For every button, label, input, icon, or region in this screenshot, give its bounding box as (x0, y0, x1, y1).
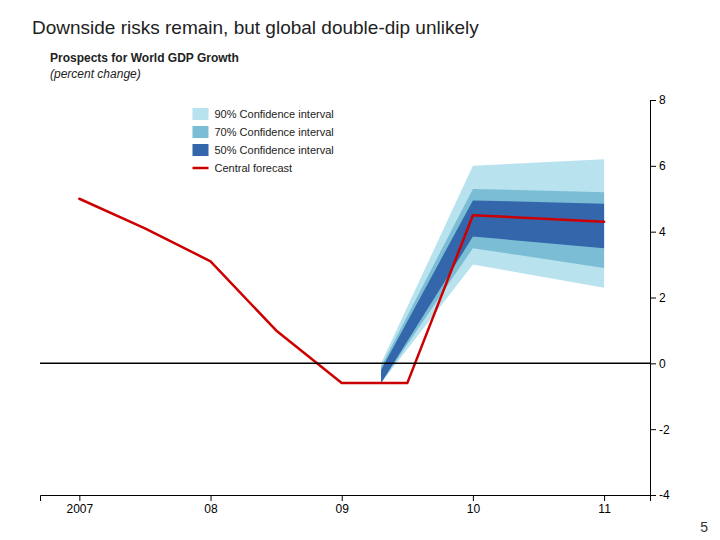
legend-item: 50% Confidence interval (193, 144, 334, 156)
legend-swatch (193, 167, 209, 170)
x-tick-mark (604, 495, 605, 501)
legend-swatch (193, 126, 209, 138)
y-tick: -4 (650, 488, 670, 502)
y-tick: 6 (650, 159, 666, 173)
y-tick-label: 4 (659, 225, 666, 239)
y-tick-mark (650, 232, 656, 233)
legend-item: 90% Confidence interval (193, 108, 334, 120)
y-tick: 8 (650, 93, 666, 107)
annotation: (percent change) (50, 67, 141, 81)
x-tick: 08 (204, 495, 218, 516)
y-tick: 4 (650, 225, 666, 239)
y-tick-label: 8 (659, 93, 666, 107)
marks (40, 159, 650, 383)
legend-item: 70% Confidence interval (193, 126, 334, 138)
y-tick-label: 6 (659, 159, 666, 173)
chart: Downside risks remain, but global double… (0, 0, 720, 540)
band (381, 189, 604, 383)
y-tick-mark (650, 100, 656, 101)
y-tick-mark (650, 166, 656, 167)
subtitle: Prospects for World GDP Growth (50, 51, 239, 65)
y-tick: 0 (650, 357, 666, 371)
y-tick-label: 0 (659, 357, 666, 371)
y-tick-mark (650, 363, 656, 364)
x-tick: 2007 (67, 495, 94, 516)
x-tick-label: 08 (204, 502, 218, 516)
y-tick-mark (650, 429, 656, 430)
reference-line (40, 363, 650, 365)
y-tick-label: -4 (659, 488, 670, 502)
y-tick: -2 (650, 423, 670, 437)
x-tick-label: 10 (467, 502, 481, 516)
legend-item: Central forecast (193, 162, 293, 174)
y-axis: -4 -2 0 2 4 6 8 (650, 93, 670, 502)
x-tick: 11 (598, 495, 611, 516)
band (381, 159, 604, 383)
legend-swatch (193, 144, 209, 156)
x-axis: 2007 08 09 10 11 (41, 495, 651, 516)
x-tick-mark (79, 495, 80, 501)
line (79, 199, 604, 383)
y-axis-line (651, 101, 657, 496)
legend-label: 90% Confidence interval (215, 108, 334, 120)
x-axis-line (41, 496, 651, 502)
page-number: 5 (700, 519, 708, 535)
y-tick-label: 2 (659, 291, 666, 305)
legend-label: 50% Confidence interval (215, 144, 334, 156)
legend-swatch (193, 108, 209, 120)
x-tick-label: 11 (598, 502, 611, 516)
plot: 2007 08 09 10 11 -4 -2 0 2 4 6 8 90% Confidence inte… (40, 93, 670, 515)
legend-label: Central forecast (215, 162, 293, 174)
x-tick-mark (342, 495, 343, 501)
legend-label: 70% Confidence interval (215, 126, 334, 138)
x-tick-mark (211, 495, 212, 501)
legend: 90% Confidence interval 70% Confidence in… (193, 108, 334, 174)
x-tick: 09 (336, 495, 350, 516)
x-tick: 10 (467, 495, 481, 516)
y-tick-label: -2 (659, 423, 670, 437)
y-tick: 2 (650, 291, 666, 305)
x-tick-label: 09 (336, 502, 350, 516)
y-tick-mark (650, 495, 656, 496)
x-tick-mark (473, 495, 474, 501)
band (381, 200, 604, 383)
y-tick-mark (650, 298, 656, 299)
x-tick-label: 2007 (67, 502, 94, 516)
title: Downside risks remain, but global double… (32, 17, 479, 38)
